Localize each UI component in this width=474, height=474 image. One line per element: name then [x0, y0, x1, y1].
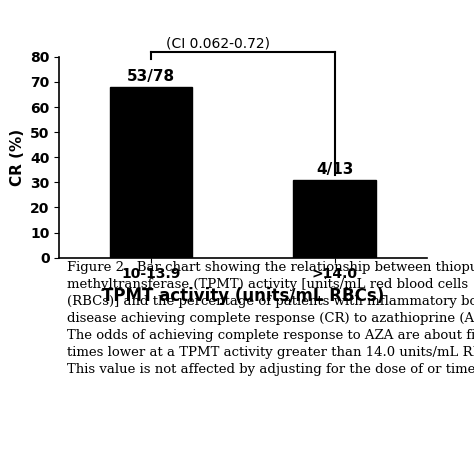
Text: 53/78: 53/78	[127, 69, 175, 84]
Text: (CI 0.062-0.72): (CI 0.062-0.72)	[166, 36, 270, 51]
Text: 4/13: 4/13	[316, 162, 354, 177]
Y-axis label: CR (%): CR (%)	[9, 128, 25, 186]
Bar	[293, 180, 376, 258]
Bar	[110, 87, 192, 258]
Text: Figure 2.  Bar chart showing the relationship between thiopurine
methyltransfera: Figure 2. Bar chart showing the relation…	[66, 261, 474, 376]
X-axis label: TPMT activity (units/mL RBCs): TPMT activity (units/mL RBCs)	[102, 287, 384, 305]
